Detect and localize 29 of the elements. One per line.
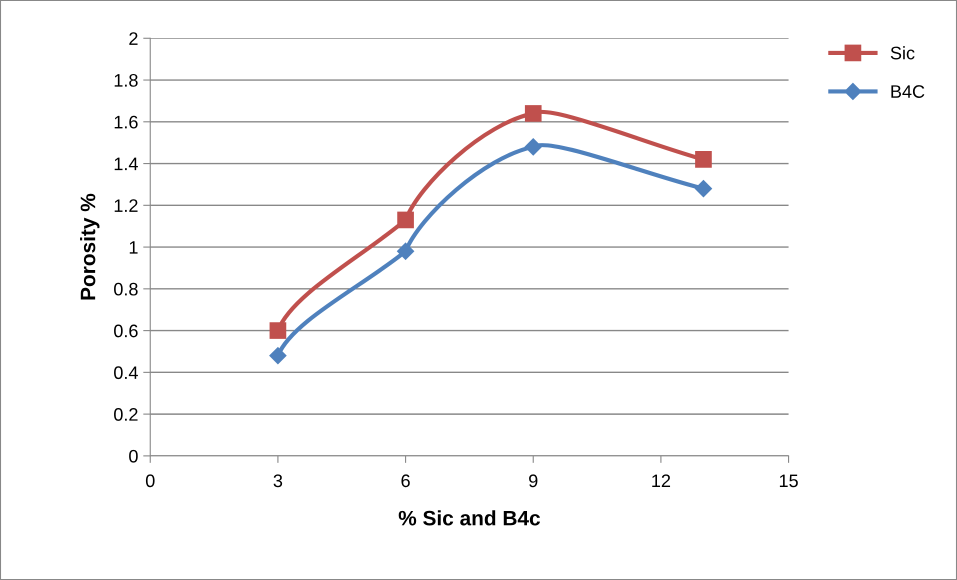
y-tick-label: 0.6 xyxy=(114,324,138,338)
x-axis-title: % Sic and B4c xyxy=(398,510,540,526)
y-tick-label: 0.4 xyxy=(114,366,138,380)
y-tick-label: 1.8 xyxy=(114,74,138,87)
legend-label: B4C xyxy=(891,85,924,98)
y-tick-label: 1.2 xyxy=(114,199,138,212)
x-tick-label: 15 xyxy=(780,474,798,488)
x-tick-label: 3 xyxy=(274,474,282,488)
y-tick-label: 1.4 xyxy=(114,158,138,170)
x-tick-label: 6 xyxy=(401,474,410,488)
x-tick-label: 9 xyxy=(529,474,538,488)
y-tick-label: 0.8 xyxy=(114,282,138,296)
point xyxy=(397,242,414,260)
legend-label: Sic xyxy=(890,46,915,60)
point xyxy=(695,151,712,168)
point xyxy=(524,105,542,122)
point xyxy=(524,138,542,156)
x-tick-label: 12 xyxy=(652,474,670,488)
point xyxy=(269,347,286,364)
point xyxy=(270,322,286,339)
y-tick-label: 2 xyxy=(129,32,138,45)
y-axis-title: Porosity % xyxy=(80,194,100,300)
x-tick-label: 0 xyxy=(146,474,155,488)
y-tick-label: 1 xyxy=(130,241,138,254)
y-tick-label: 0.2 xyxy=(114,408,138,421)
y-tick-label: 0 xyxy=(129,450,138,463)
y-tick-label: 1.6 xyxy=(114,116,138,129)
point xyxy=(397,212,414,228)
point xyxy=(694,180,712,198)
